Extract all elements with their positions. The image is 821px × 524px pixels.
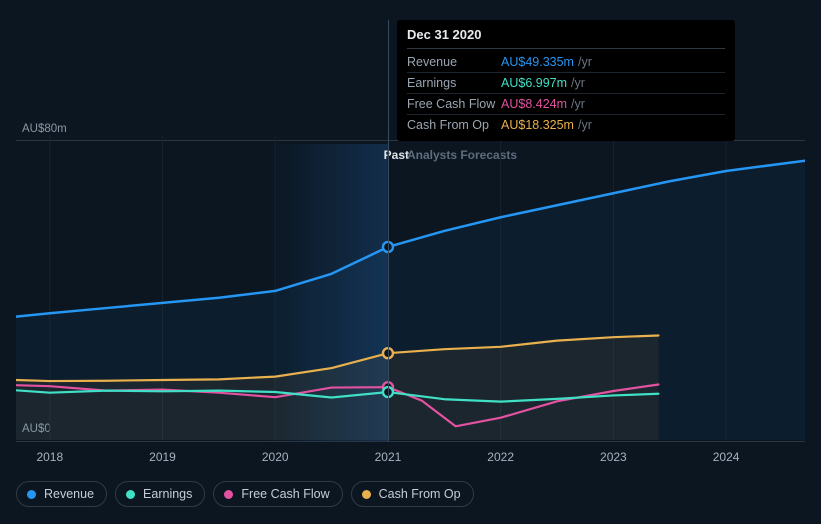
split-line: [388, 20, 389, 441]
tooltip-row-unit: /yr: [571, 75, 585, 92]
y-grid-bottom: [16, 441, 805, 442]
x-tick: 2020: [262, 450, 289, 464]
x-tick: 2018: [36, 450, 63, 464]
tooltip-row: Free Cash FlowAU$8.424m/yr: [407, 94, 725, 115]
legend-label: Cash From Op: [379, 487, 461, 501]
x-tick: 2024: [713, 450, 740, 464]
plot-area[interactable]: [16, 135, 805, 440]
legend-dot: [27, 490, 36, 499]
tooltip-row: RevenueAU$49.335m/yr: [407, 53, 725, 74]
tooltip-row-unit: /yr: [578, 117, 592, 134]
hover-tooltip: Dec 31 2020 RevenueAU$49.335m/yrEarnings…: [397, 20, 735, 141]
x-tick: 2023: [600, 450, 627, 464]
x-tick: 2019: [149, 450, 176, 464]
tooltip-title: Dec 31 2020: [407, 26, 725, 49]
tooltip-row-value: AU$18.325m: [501, 117, 574, 134]
legend: Revenue Earnings Free Cash Flow Cash From O…: [16, 481, 474, 507]
legend-dot: [362, 490, 371, 499]
legend-label: Revenue: [44, 487, 94, 501]
tooltip-row-unit: /yr: [571, 96, 585, 113]
legend-label: Free Cash Flow: [241, 487, 329, 501]
x-tick: 2021: [375, 450, 402, 464]
tooltip-row-value: AU$6.997m: [501, 75, 567, 92]
tooltip-row-label: Cash From Op: [407, 117, 501, 134]
tooltip-row: Cash From OpAU$18.325m/yr: [407, 115, 725, 135]
tooltip-row-value: AU$49.335m: [501, 54, 574, 71]
legend-dot: [224, 490, 233, 499]
tooltip-rows: RevenueAU$49.335m/yrEarningsAU$6.997m/yr…: [407, 53, 725, 136]
tooltip-row-label: Revenue: [407, 54, 501, 71]
legend-item-free-cash-flow[interactable]: Free Cash Flow: [213, 481, 342, 507]
tooltip-row-label: Earnings: [407, 75, 501, 92]
legend-item-earnings[interactable]: Earnings: [115, 481, 205, 507]
tooltip-row-value: AU$8.424m: [501, 96, 567, 113]
tooltip-row: EarningsAU$6.997m/yr: [407, 73, 725, 94]
x-tick: 2022: [487, 450, 514, 464]
legend-dot: [126, 490, 135, 499]
legend-item-cash-from-op[interactable]: Cash From Op: [351, 481, 474, 507]
financials-chart: AU$80m AU$0 Past Analysts Forecasts 2018…: [0, 0, 821, 524]
legend-item-revenue[interactable]: Revenue: [16, 481, 107, 507]
legend-label: Earnings: [143, 487, 192, 501]
tooltip-row-unit: /yr: [578, 54, 592, 71]
y-tick-top: AU$80m: [22, 123, 67, 135]
plot-svg: [16, 135, 805, 440]
x-axis: 2018 2019 2020 2021 2022 2023 2024: [16, 446, 805, 464]
tooltip-row-label: Free Cash Flow: [407, 96, 501, 113]
